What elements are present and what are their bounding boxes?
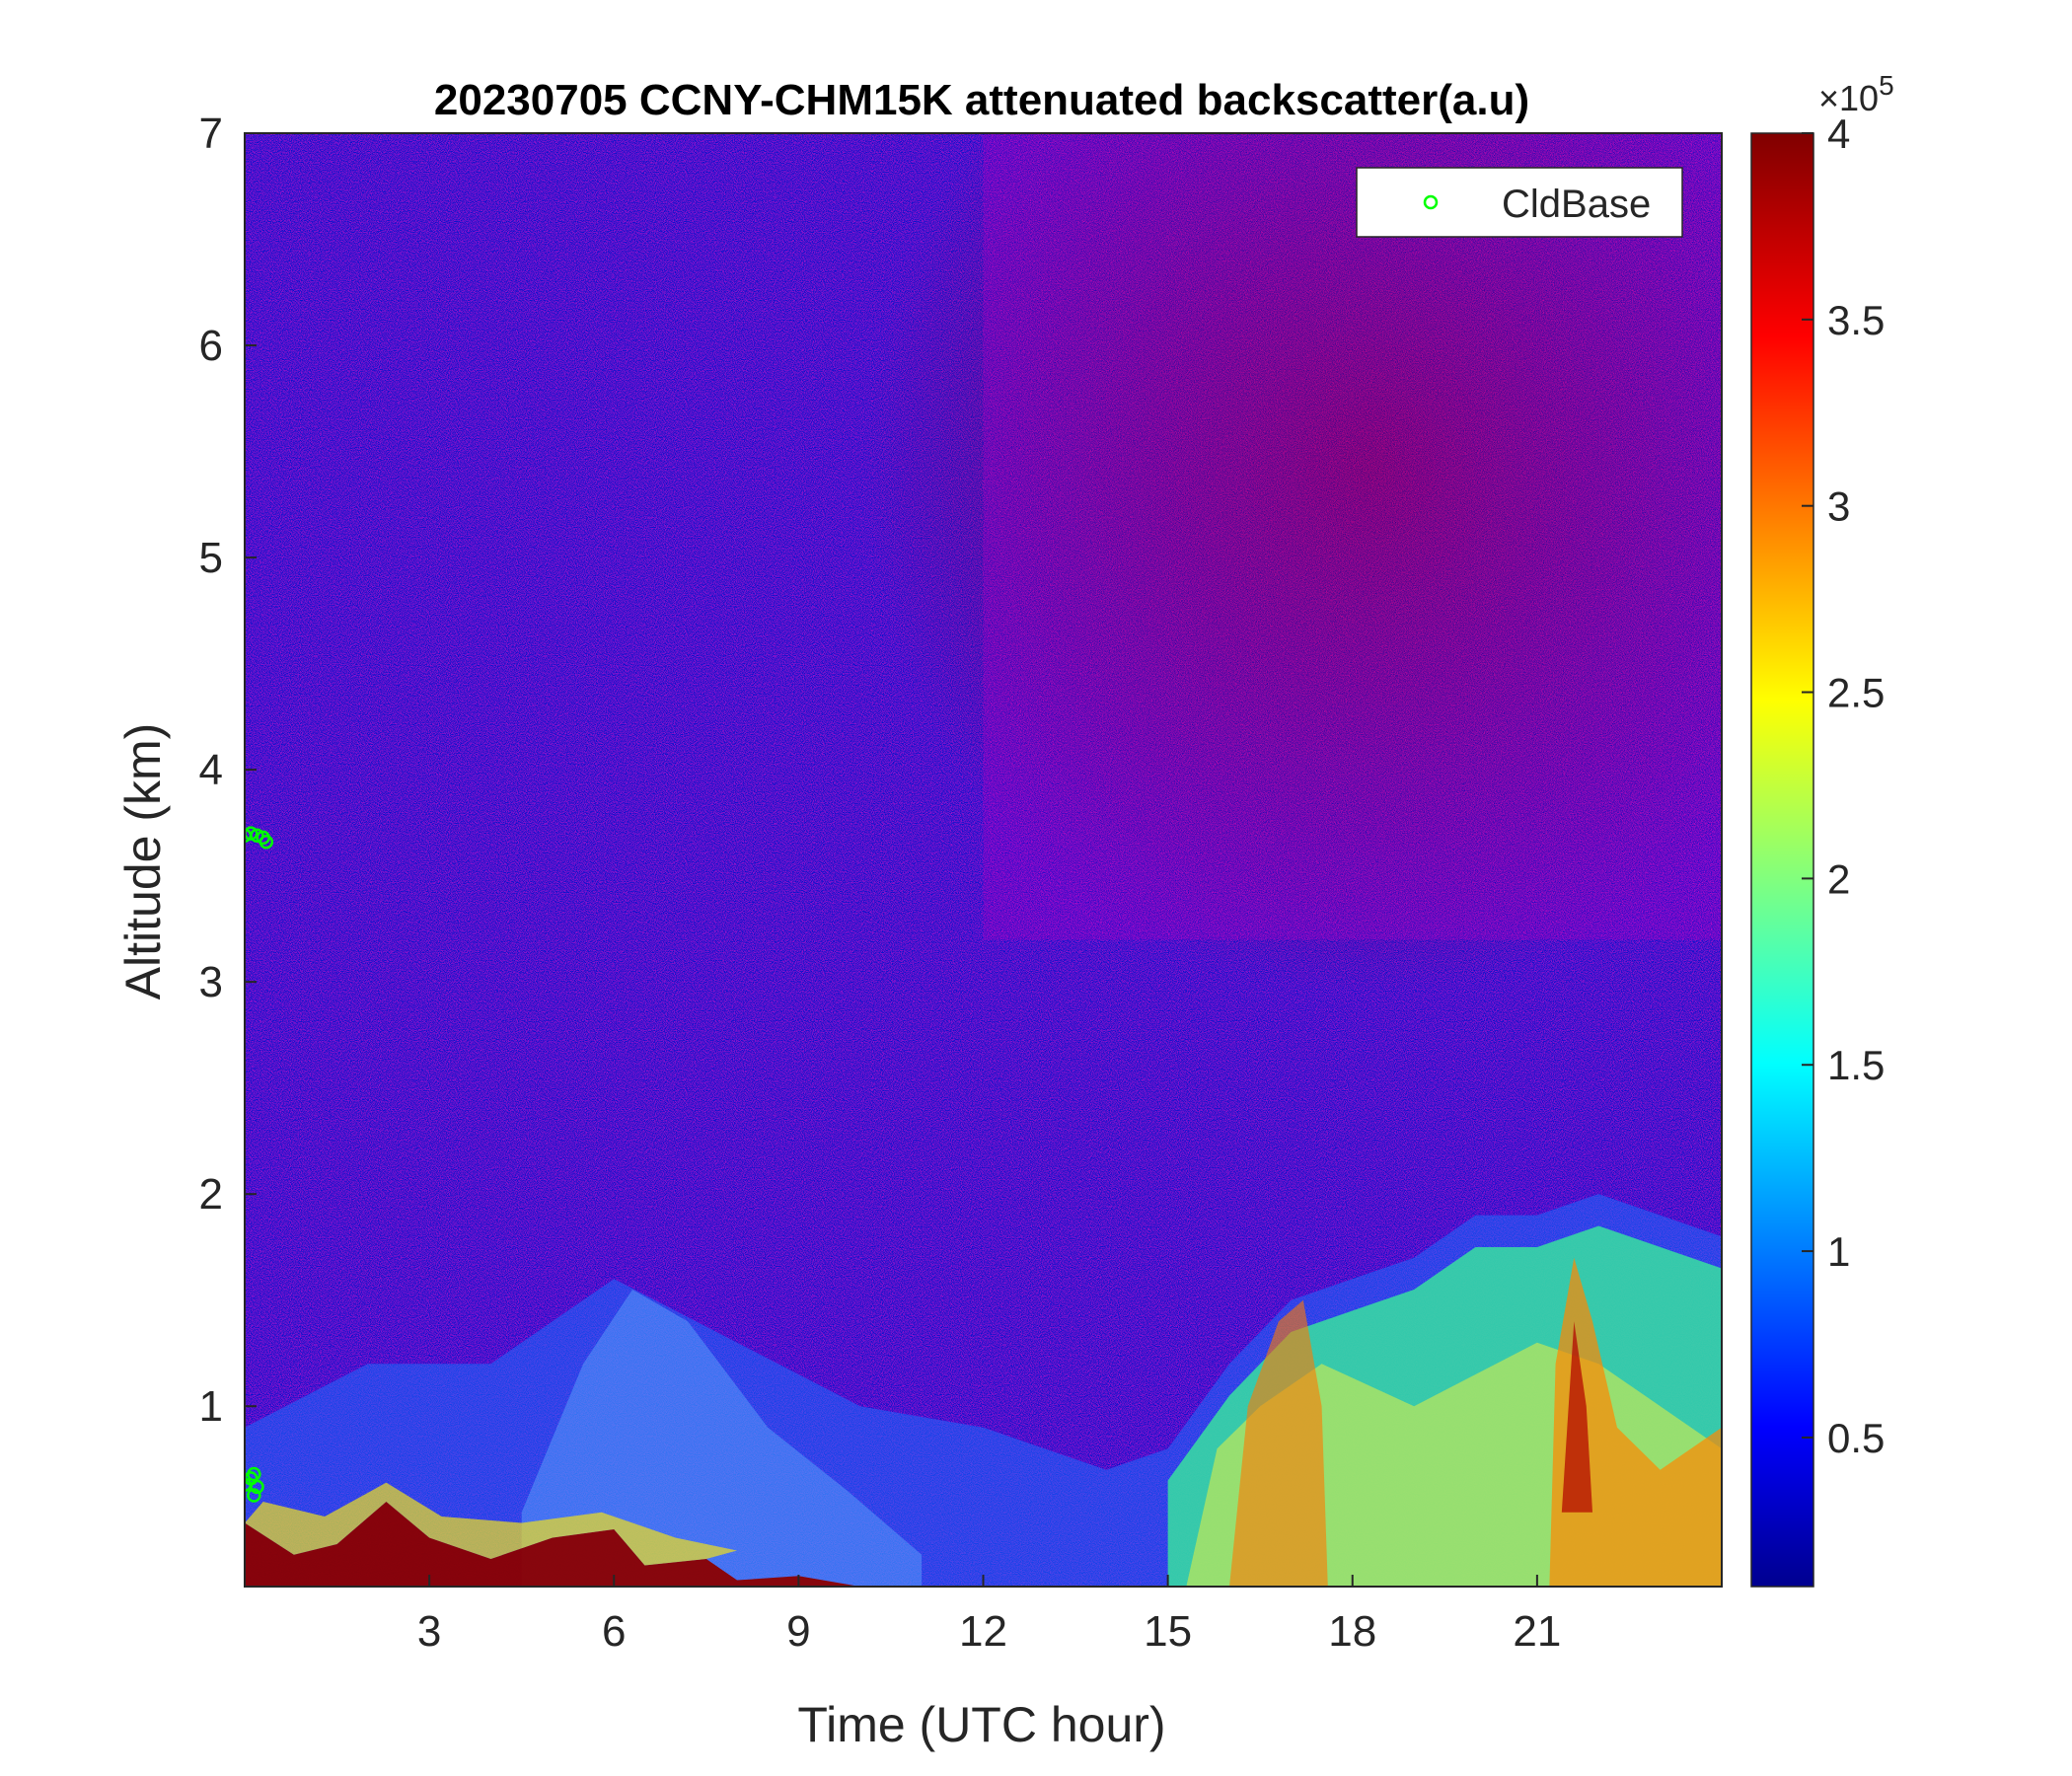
y-tick-label: 1 — [199, 1382, 223, 1431]
cldbase-point — [247, 1488, 261, 1503]
colorbar-ticks: 0.5 1 1.5 2 2.5 3 3.5 4 — [1802, 111, 1885, 1461]
colorbar-exponent-power: 5 — [1879, 70, 1894, 101]
near-surface-edge — [245, 1482, 737, 1566]
chart-title: 20230705 CCNY-CHM15K attenuated backscat… — [434, 76, 1529, 124]
colorbar-tick-label: 4 — [1827, 111, 1850, 157]
convective-plume — [1549, 1257, 1722, 1587]
colorbar-tick-label: 0.5 — [1827, 1415, 1885, 1461]
legend-marker — [1423, 194, 1439, 210]
colorbar-tick-label: 1 — [1827, 1228, 1850, 1275]
x-tick-label: 3 — [417, 1607, 441, 1656]
x-tick-label: 21 — [1513, 1607, 1561, 1656]
y-tick-label: 6 — [199, 322, 223, 370]
y-tick-label: 7 — [199, 110, 223, 158]
colorbar: 0.5 1 1.5 2 2.5 3 3.5 4 ×105 — [1750, 70, 1894, 1588]
y-axis-label: Altitude (km) — [115, 723, 171, 1000]
morning-aerosol-dome — [521, 1289, 923, 1587]
y-tick-label: 4 — [199, 746, 223, 794]
convective-plume — [1229, 1299, 1328, 1587]
legend: CldBase — [1356, 167, 1683, 238]
colorbar-tick-label: 3 — [1827, 483, 1850, 530]
y-tick-label: 5 — [199, 534, 223, 582]
legend-label: CldBase — [1502, 183, 1651, 226]
plot-area — [245, 133, 1722, 1587]
colorbar-exponent: ×105 — [1818, 70, 1894, 118]
colorbar-tick-label: 2.5 — [1827, 670, 1885, 716]
colorbar-tick-label: 3.5 — [1827, 297, 1885, 343]
convective-core — [1561, 1321, 1593, 1513]
colorbar-tick-label: 1.5 — [1827, 1042, 1885, 1088]
x-tick-label: 12 — [959, 1607, 1007, 1656]
x-tick-label: 6 — [602, 1607, 626, 1656]
cldbase-point — [250, 1479, 264, 1495]
colorbar-exponent-base: ×10 — [1818, 78, 1879, 118]
x-axis-label: Time (UTC hour) — [797, 1697, 1165, 1752]
colorbar-tick-label: 2 — [1827, 855, 1850, 902]
legend-box — [1356, 167, 1683, 238]
upper-right-noise — [983, 133, 1722, 940]
near-surface-layer — [245, 1501, 860, 1587]
x-tick-label: 15 — [1144, 1607, 1192, 1656]
y-tick-label: 3 — [199, 958, 223, 1006]
y-tick-label: 2 — [199, 1170, 223, 1219]
cldbase-point — [259, 834, 274, 850]
cldbase-point — [247, 1466, 261, 1482]
aerosol-layers — [245, 1194, 1722, 1587]
x-tick-label: 18 — [1328, 1607, 1376, 1656]
colorbar-gradient — [1750, 132, 1814, 1588]
y-axis: 1 2 3 4 5 6 7 — [199, 110, 257, 1431]
x-tick-label: 9 — [786, 1607, 810, 1656]
cldbase-point — [250, 828, 264, 844]
x-axis: 3 6 9 12 15 18 21 — [417, 1575, 1561, 1656]
